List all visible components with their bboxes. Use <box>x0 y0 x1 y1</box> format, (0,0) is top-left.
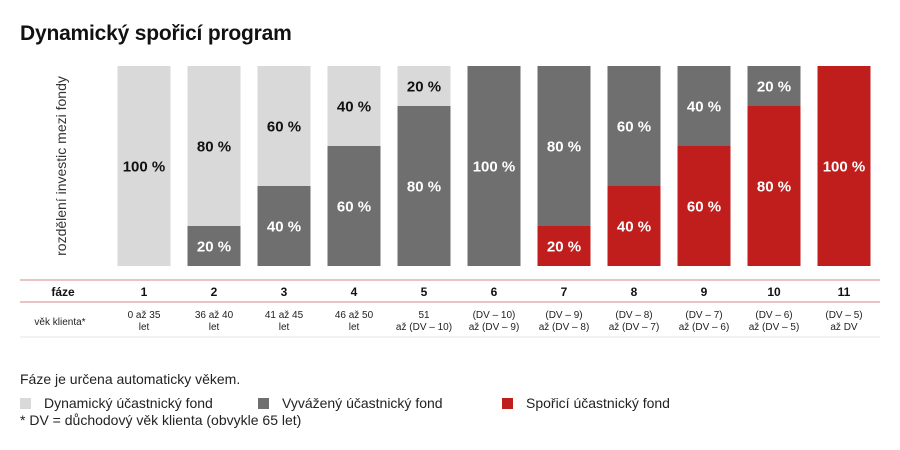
bar-value-label: 60 % <box>267 119 301 136</box>
phase-number-label: 8 <box>631 285 638 299</box>
bar-value-label: 80 % <box>407 179 441 196</box>
legend-label-balanced: Vyvážený účastnický fond <box>282 395 443 411</box>
legend-swatch-dynamic <box>20 397 31 409</box>
age-range-label: (DV – 7) <box>685 310 722 321</box>
phase-number-label: 11 <box>838 285 851 299</box>
age-range-label: 36 až 40 <box>195 310 234 321</box>
phase-number-label: 7 <box>561 285 568 299</box>
bar-value-label: 80 % <box>757 179 791 196</box>
bars-group: 100 % 20 % 80 % 40 % 60 % 60 % 40 % 80 % 20 % 100… <box>117 66 871 266</box>
bar-segment-phase-1-series-2 <box>117 66 171 266</box>
bar-segment-phase-10-series-0 <box>747 106 801 266</box>
bar-segment-phase-3-series-1 <box>257 186 311 266</box>
legend-swatch-balanced <box>258 397 269 409</box>
legend-label-dynamic: Dynamický účastnický fond <box>44 395 213 411</box>
age-range-label: (DV – 10) <box>473 310 516 321</box>
bar-segment-phase-11-series-0 <box>817 66 871 266</box>
phase-row-header: fáze <box>51 285 75 299</box>
age-range-label: let <box>139 322 150 333</box>
age-range-label: 0 až 35 <box>128 310 161 321</box>
legend-item-dynamic: Dynamický účastnický fond <box>20 395 213 411</box>
age-range-label: až (DV – 9) <box>469 322 520 333</box>
age-range-label: 51 <box>418 310 430 321</box>
age-range-label: až (DV – 8) <box>539 322 590 333</box>
bar-value-label: 80 % <box>197 139 231 156</box>
bar-value-label: 60 % <box>687 199 721 216</box>
age-range-label: až (DV – 7) <box>609 322 660 333</box>
age-range-label: (DV – 9) <box>545 310 582 321</box>
bar-value-label: 100 % <box>473 159 516 176</box>
legend-item-balanced: Vyvážený účastnický fond <box>258 395 443 411</box>
phase-number-label: 3 <box>281 285 288 299</box>
phase-number-label: 4 <box>351 285 358 299</box>
phase-number-label: 5 <box>421 285 428 299</box>
age-range-label: 46 až 50 <box>335 310 374 321</box>
bar-value-label: 80 % <box>547 139 581 156</box>
bar-segment-phase-7-series-1 <box>537 66 591 226</box>
bar-segment-phase-9-series-1 <box>677 66 731 146</box>
age-range-label: 41 až 45 <box>265 310 304 321</box>
bar-segment-phase-8-series-0 <box>607 186 661 266</box>
bar-value-label: 40 % <box>267 219 301 236</box>
bar-segment-phase-2-series-2 <box>187 66 241 226</box>
age-range-label: let <box>209 322 220 333</box>
bar-segment-phase-10-series-1 <box>747 66 801 106</box>
phase-number-label: 2 <box>211 285 218 299</box>
bar-segment-phase-2-series-1 <box>187 226 241 266</box>
age-range-label: let <box>349 322 360 333</box>
dv-note: * DV = důchodový věk klienta (obvykle 65… <box>20 412 302 428</box>
age-range-label: (DV – 6) <box>755 310 792 321</box>
age-range-label: až (DV – 6) <box>679 322 730 333</box>
bar-value-label: 100 % <box>823 159 866 176</box>
phase-number-label: 10 <box>767 285 781 299</box>
phase-number-label: 1 <box>141 285 148 299</box>
bar-value-label: 100 % <box>123 159 166 176</box>
phase-number-label: 6 <box>491 285 498 299</box>
bar-segment-phase-4-series-2 <box>327 66 381 146</box>
bar-segment-phase-3-series-2 <box>257 66 311 186</box>
age-row-header: věk klienta* <box>34 317 85 328</box>
age-range-label: až (DV – 5) <box>749 322 800 333</box>
bar-segment-phase-5-series-2 <box>397 66 451 106</box>
chart-title: Dynamický spořicí program <box>20 22 292 45</box>
bar-segment-phase-8-series-1 <box>607 66 661 186</box>
stacked-bar-chart: 100 %20 %80 %40 %60 %60 %40 %80 %20 %100… <box>20 66 880 338</box>
bar-segment-phase-7-series-0 <box>537 226 591 266</box>
bar-value-label: 20 % <box>547 239 581 256</box>
bar-segment-phase-9-series-0 <box>677 146 731 266</box>
bar-value-label: 60 % <box>617 119 651 136</box>
bar-segment-phase-6-series-1 <box>467 66 521 266</box>
bar-value-label: 20 % <box>757 79 791 96</box>
bar-segment-phase-5-series-1 <box>397 106 451 266</box>
age-range-label: let <box>279 322 290 333</box>
legend-item-savings: Spořicí účastnický fond <box>502 395 670 411</box>
age-range-label: (DV – 8) <box>615 310 652 321</box>
bar-value-label: 40 % <box>687 99 721 116</box>
bar-value-label: 60 % <box>337 199 371 216</box>
phase-note: Fáze je určena automaticky věkem. <box>20 371 241 387</box>
age-range-label: až (DV – 10) <box>396 322 452 333</box>
age-range-label: až DV <box>830 322 858 333</box>
bar-value-label: 40 % <box>617 219 651 236</box>
legend-swatch-savings <box>502 397 513 409</box>
legend-label-savings: Spořicí účastnický fond <box>526 395 670 411</box>
age-range-label: (DV – 5) <box>825 310 862 321</box>
bar-value-label: 40 % <box>337 99 371 116</box>
bar-value-label: 20 % <box>407 79 441 96</box>
bar-value-label: 20 % <box>197 239 231 256</box>
bar-segment-phase-4-series-1 <box>327 146 381 266</box>
phase-number-label: 9 <box>701 285 708 299</box>
